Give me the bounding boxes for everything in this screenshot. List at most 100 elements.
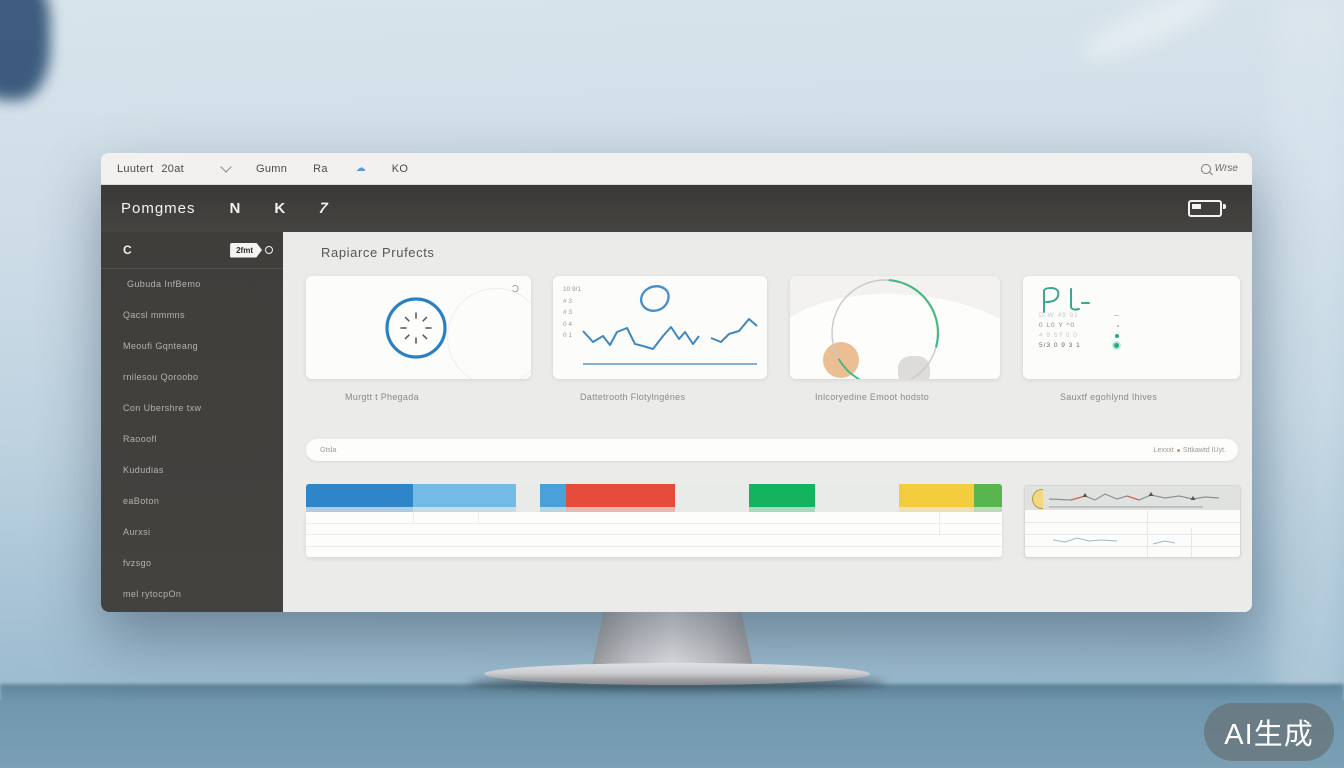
topbar-menu-item[interactable]: Ra — [313, 162, 328, 175]
y-tick: # 3 — [563, 297, 573, 305]
bar-segment — [412, 507, 516, 512]
mini-chart-panel[interactable] — [1024, 485, 1241, 558]
sidebar-item[interactable]: Raooofl — [123, 434, 157, 444]
monitor-stand-base — [484, 663, 870, 685]
sidebar-item[interactable]: eaBoton — [123, 496, 160, 506]
project-card-list[interactable]: D W 49 91 0 L0 Y ^0 4 9 5? 0 0 5/3 — [1023, 276, 1240, 379]
search-icon — [1200, 163, 1211, 174]
bar-segment — [539, 484, 566, 507]
sidebar-collapse-button[interactable]: C — [123, 243, 132, 257]
chevron-down-icon[interactable] — [220, 160, 232, 173]
stat-row: D W 49 91 — [1039, 312, 1119, 319]
stat-row: 5/3 0 9 3 1 — [1039, 342, 1119, 349]
filter-right-group[interactable]: Lexxxt Sttkawtd IUyt. — [1154, 447, 1226, 454]
topbar-menu-item[interactable]: Gumn — [255, 162, 288, 175]
sidebar-item[interactable]: Con Ubershre txw — [123, 403, 202, 413]
teal-ring-dot-icon — [1114, 343, 1119, 348]
card-caption: Dattetrooth Flotylngénes — [580, 392, 686, 402]
peach-circle — [823, 342, 859, 378]
stats-rows: D W 49 91 0 L0 Y ^0 4 9 5? 0 0 5/3 — [1039, 312, 1119, 349]
y-tick: 0 4 — [563, 320, 573, 328]
topbar-menu-item[interactable]: Luutert — [117, 162, 154, 175]
bar-segment — [306, 484, 413, 507]
bar-segment — [515, 507, 540, 512]
card-caption: Murgtt t Phegada — [345, 392, 419, 402]
nav-icon-k[interactable]: K — [274, 200, 286, 217]
project-card-linechart[interactable]: 10 9/1 # 3 # 3 0 4 0 1 — [553, 276, 767, 379]
filter-input-text: Gtsla — [320, 446, 337, 454]
sidebar-item[interactable]: Qacsl mmmns — [123, 310, 185, 320]
bar-segment — [565, 507, 676, 512]
bar-segment — [675, 507, 750, 512]
project-card-ring[interactable] — [790, 276, 1000, 379]
card-caption: Sauxtf egohlynd Ihives — [1060, 392, 1158, 402]
topbar-menu-item[interactable]: KO — [391, 162, 409, 175]
table-row-divider — [306, 523, 1002, 524]
app-header: Pomgmes N K 7 — [101, 185, 1252, 232]
card-corner-glyph: Ɔ — [511, 284, 519, 295]
stat-label: 4 9 5? 0 0 — [1039, 332, 1078, 339]
sidebar-item[interactable]: Kududias — [123, 465, 164, 475]
sidebar-item[interactable]: Gubuda InfBemo — [127, 279, 201, 289]
battery-fill — [1192, 204, 1201, 209]
filter-bar[interactable]: Gtsla Lexxxt Sttkawtd IUyt. — [306, 439, 1238, 461]
table-row-divider — [306, 534, 1002, 535]
bar-segment — [815, 484, 900, 507]
orange-dot-icon — [1176, 448, 1180, 452]
window-body: C 2fmt Gubuda InfBemo Qacsl mmmns Meoufi… — [101, 232, 1252, 612]
background-streak — [1075, 0, 1227, 72]
ghost-circle — [447, 288, 531, 379]
ring-chart — [831, 279, 940, 379]
stat-row: 4 9 5? 0 0 — [1039, 332, 1119, 339]
topbar-search[interactable]: Wrse — [1200, 163, 1238, 174]
background-desk — [0, 700, 1344, 768]
app-window: Luutert 20at Gumn Ra ☁ KO Wrse Pomgmes N… — [101, 153, 1252, 612]
y-axis-labels: 10 9/1 # 3 # 3 0 4 0 1 — [563, 286, 581, 339]
sidebar-item[interactable]: rnilesou Qoroobo — [123, 372, 199, 382]
nav-icon-n[interactable]: N — [229, 200, 241, 217]
background-light-panel — [1274, 0, 1344, 700]
cloud-icon[interactable]: ☁ — [355, 163, 366, 174]
card-caption: Inlcoryedine Emoot hodsto — [815, 392, 930, 402]
stacked-bar — [306, 484, 1002, 507]
y-tick: 0 1 — [563, 332, 573, 339]
sidebar-item[interactable]: Aurxsi — [123, 527, 151, 537]
table-row-divider — [306, 546, 1002, 547]
filter-right-label: Lexxxt — [1153, 446, 1174, 454]
stat-label: 5/3 0 9 3 1 — [1039, 342, 1081, 349]
nav-icon-arrow[interactable]: 7 — [316, 200, 331, 217]
stacked-bar-reflection — [306, 507, 1002, 512]
search-label: Wrse — [1214, 163, 1238, 174]
background-desk-edge — [0, 684, 1344, 704]
sidebar-badge[interactable]: 2fmt — [230, 242, 273, 258]
stat-row: 0 L0 Y ^0 — [1039, 322, 1119, 329]
sidebar-item[interactable]: Meoufi Gqnteang — [123, 341, 199, 351]
stat-label: 0 L0 Y ^0 — [1039, 322, 1076, 329]
ring-icon — [265, 246, 273, 254]
bar-segment — [565, 484, 676, 507]
bar-segment — [899, 507, 975, 512]
table-cell-divider — [413, 512, 414, 523]
battery-icon — [1188, 200, 1226, 217]
sidebar-item[interactable]: fvzsgo — [123, 558, 152, 568]
y-tick: 10 9/1 — [563, 286, 582, 293]
sidebar: C 2fmt Gubuda InfBemo Qacsl mmmns Meoufi… — [101, 232, 283, 612]
stat-label: D W 49 91 — [1039, 312, 1079, 319]
sidebar-header: C 2fmt — [101, 232, 283, 269]
sidebar-item[interactable]: mel rytocpOn — [123, 589, 182, 599]
topbar-menu-item[interactable]: 20at — [161, 162, 184, 175]
bar-segment — [515, 484, 540, 507]
mini-panel-grid — [1025, 510, 1240, 557]
app-title: Pomgmes — [121, 200, 196, 217]
sparkline — [1048, 492, 1220, 508]
table-cell-divider — [478, 512, 479, 523]
page-title: Rapiarce Prufects — [321, 245, 435, 260]
background-blob — [0, 0, 50, 100]
gauge-chart — [385, 297, 447, 359]
tag-badge[interactable]: 2fmt — [230, 242, 262, 258]
bar-segment — [974, 507, 1002, 512]
mini-grid-sparkline — [1052, 537, 1176, 545]
bar-segment — [749, 507, 816, 512]
project-card-gauge[interactable]: Ɔ — [306, 276, 531, 379]
